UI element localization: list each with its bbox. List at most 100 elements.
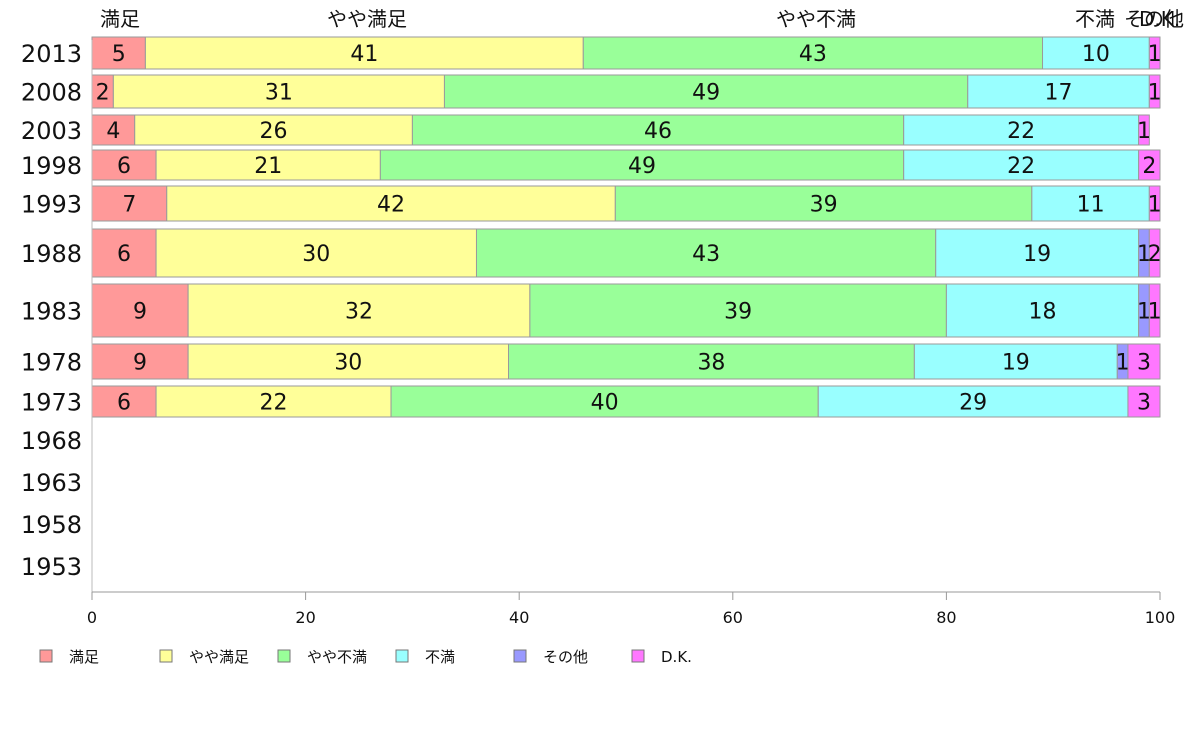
data-label-2003-series-0: 4 <box>106 119 120 144</box>
data-label-1993-series-3: 11 <box>1077 193 1105 218</box>
bar-1998-series-5 <box>1138 149 1161 181</box>
top-label-4: その他 <box>1124 7 1184 31</box>
data-label-2003-series-1: 26 <box>260 119 288 144</box>
data-label-1998-series-2: 49 <box>628 154 656 179</box>
data-label-1983-series-0: 9 <box>133 300 147 325</box>
x-tick-label-100: 100 <box>1145 608 1176 627</box>
data-label-2003-series-3: 22 <box>1007 119 1035 144</box>
bar-2013-series-5 <box>1148 36 1161 70</box>
legend-swatch-0 <box>39 649 53 663</box>
bar-2013-series-2 <box>582 36 1044 70</box>
data-label-1998-series-5: 2 <box>1142 154 1156 179</box>
data-label-2013-series-1: 41 <box>350 42 378 67</box>
bar-1998-series-1 <box>155 149 381 181</box>
bars-area: 5 41 43 10 12 31 49 17 14 26 46 22 16 21 49 22 27 42 39 11 1… <box>91 36 1162 418</box>
bar-2013-series-1 <box>144 36 584 70</box>
year-label-1998: 1998 <box>21 152 82 180</box>
bar-1998-series-2 <box>379 149 905 181</box>
data-label-2003-series-5: 1 <box>1137 119 1151 144</box>
legend-swatch-3 <box>395 649 409 663</box>
year-axis-labels: 2013 2008 2003 1998 1993 1988 1983 1978 1973 1968… <box>21 40 82 581</box>
bar-1993-series-2 <box>614 185 1033 222</box>
year-label-2003: 2003 <box>21 117 82 145</box>
data-label-1983-series-1: 32 <box>345 300 373 325</box>
bar-2008-series-3 <box>967 74 1150 109</box>
data-label-1973-series-1: 22 <box>260 391 288 416</box>
year-label-2008: 2008 <box>21 79 82 107</box>
top-label-0: 満足 <box>100 7 140 31</box>
legend: 満足 やや満足 やや不満 不満 その他 D.K. <box>39 648 692 666</box>
data-label-1978-series-5: 3 <box>1137 351 1151 376</box>
bar-2008-series-1 <box>112 74 445 109</box>
data-label-1988-series-0: 6 <box>117 242 131 267</box>
data-label-2008-series-3: 17 <box>1045 81 1073 106</box>
year-label-1963: 1963 <box>21 469 82 497</box>
top-label-1: やや満足 <box>327 7 407 31</box>
data-label-2003-series-2: 46 <box>644 119 672 144</box>
data-label-1988-series-2: 43 <box>692 242 720 267</box>
bar-1978-series-3 <box>913 343 1118 380</box>
data-label-2013-series-3: 10 <box>1082 42 1110 67</box>
data-label-1993-series-1: 42 <box>377 193 405 218</box>
data-label-1978-series-0: 9 <box>133 351 147 376</box>
bar-1993-series-5 <box>1148 185 1161 222</box>
data-label-1978-series-2: 38 <box>697 351 725 376</box>
data-label-1973-series-3: 29 <box>959 391 987 416</box>
data-label-1998-series-0: 6 <box>117 154 131 179</box>
x-tick-label-20: 20 <box>295 608 315 627</box>
x-tick-label-40: 40 <box>509 608 529 627</box>
data-label-1978-series-4: 1 <box>1116 351 1130 376</box>
bar-2008-series-5 <box>1148 74 1161 109</box>
year-label-1993: 1993 <box>21 191 82 219</box>
bar-1973-series-5 <box>1127 385 1161 418</box>
data-label-2013-series-2: 43 <box>799 42 827 67</box>
legend-swatch-4 <box>513 649 527 663</box>
data-label-1993-series-2: 39 <box>810 193 838 218</box>
bar-1988-series-3 <box>935 228 1140 278</box>
bar-1983-series-1 <box>187 283 531 338</box>
data-label-2013-series-0: 5 <box>112 42 126 67</box>
year-label-1973: 1973 <box>21 389 82 417</box>
top-label-5: D.K. <box>1139 7 1180 31</box>
data-label-2008-series-0: 2 <box>96 81 110 106</box>
bar-1983-series-3 <box>945 283 1140 338</box>
x-axis: 0 20 40 60 80 100 <box>87 40 1175 627</box>
bar-1988-series-2 <box>475 228 937 278</box>
bar-1998-series-0 <box>91 149 157 181</box>
data-label-1988-series-5: 2 <box>1148 242 1162 267</box>
data-label-1998-series-1: 21 <box>254 154 282 179</box>
bar-1998-series-3 <box>903 149 1140 181</box>
legend-swatch-2 <box>277 649 291 663</box>
bar-1978-series-5 <box>1127 343 1161 380</box>
bar-1988-series-5 <box>1148 228 1161 278</box>
legend-label-3: 不満 <box>425 648 455 666</box>
bar-1988-series-1 <box>155 228 477 278</box>
bar-1978-series-2 <box>508 343 915 380</box>
data-label-2008-series-5: 1 <box>1148 81 1162 106</box>
data-label-1993-series-5: 1 <box>1148 193 1162 218</box>
data-label-1988-series-4: 1 <box>1137 242 1151 267</box>
bar-1983-series-5 <box>1148 283 1161 338</box>
data-label-1983-series-4: 1 <box>1137 300 1151 325</box>
top-label-2: やや不満 <box>776 7 856 31</box>
bar-2013-series-0 <box>91 36 146 70</box>
data-label-2008-series-1: 31 <box>265 81 293 106</box>
year-label-1958: 1958 <box>21 511 82 539</box>
data-label-2013-series-5: 1 <box>1148 42 1162 67</box>
x-tick-label-80: 80 <box>936 608 956 627</box>
bar-2008-series-2 <box>443 74 969 109</box>
data-label-1973-series-5: 3 <box>1137 391 1151 416</box>
bar-2013-series-3 <box>1042 36 1150 70</box>
data-label-1993-series-0: 7 <box>122 193 136 218</box>
bar-2003-series-2 <box>411 114 905 146</box>
year-label-2013: 2013 <box>21 40 82 68</box>
data-label-2008-series-2: 49 <box>692 81 720 106</box>
data-label-1998-series-3: 22 <box>1007 154 1035 179</box>
data-label-1973-series-0: 6 <box>117 391 131 416</box>
year-label-1988: 1988 <box>21 240 82 268</box>
bar-1978-series-1 <box>187 343 510 380</box>
data-label-1978-series-3: 19 <box>1002 351 1030 376</box>
legend-label-2: やや不満 <box>307 648 367 666</box>
data-label-1978-series-1: 30 <box>334 351 362 376</box>
